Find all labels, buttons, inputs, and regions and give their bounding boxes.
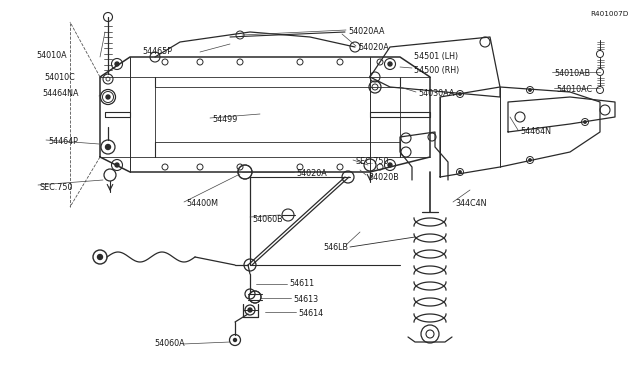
Text: 54611: 54611 — [289, 279, 314, 289]
Circle shape — [584, 121, 586, 123]
Text: 54020AA: 54020AA — [348, 28, 385, 36]
Circle shape — [234, 339, 237, 341]
Text: 54499: 54499 — [212, 115, 237, 125]
Circle shape — [115, 62, 119, 66]
Text: 54500 (RH): 54500 (RH) — [414, 65, 460, 74]
Text: 54020A: 54020A — [358, 44, 388, 52]
Text: 54010AC: 54010AC — [556, 86, 592, 94]
Text: 54030AA: 54030AA — [418, 90, 454, 99]
Text: 344C4N: 344C4N — [455, 199, 486, 208]
Text: 54613: 54613 — [293, 295, 318, 305]
Text: 54020A: 54020A — [296, 170, 327, 179]
Text: 54614: 54614 — [298, 310, 323, 318]
Circle shape — [106, 95, 110, 99]
Circle shape — [388, 62, 392, 66]
Circle shape — [529, 89, 531, 91]
Text: SEC.750: SEC.750 — [355, 157, 388, 167]
Text: 54060B: 54060B — [252, 215, 283, 224]
Text: 54464P: 54464P — [48, 138, 78, 147]
Text: R401007D: R401007D — [590, 11, 628, 17]
Text: 54465P: 54465P — [142, 48, 172, 57]
Text: 54464N: 54464N — [520, 128, 551, 137]
Text: 54020B: 54020B — [368, 173, 399, 182]
Text: 54400M: 54400M — [186, 199, 218, 208]
Text: 54060A: 54060A — [154, 340, 185, 349]
Circle shape — [529, 159, 531, 161]
Text: 54464NA: 54464NA — [42, 90, 79, 99]
Circle shape — [97, 254, 102, 260]
Circle shape — [106, 144, 111, 150]
Text: 54010AB: 54010AB — [554, 70, 590, 78]
Text: SEC.750: SEC.750 — [40, 183, 74, 192]
Text: 546LB: 546LB — [323, 243, 348, 251]
Circle shape — [459, 93, 461, 95]
Circle shape — [248, 308, 252, 312]
Text: 54501 (LH): 54501 (LH) — [414, 51, 458, 61]
Text: 54010C: 54010C — [44, 74, 75, 83]
Circle shape — [388, 163, 392, 167]
Circle shape — [115, 163, 119, 167]
Circle shape — [459, 171, 461, 173]
Text: 54010A: 54010A — [36, 51, 67, 61]
